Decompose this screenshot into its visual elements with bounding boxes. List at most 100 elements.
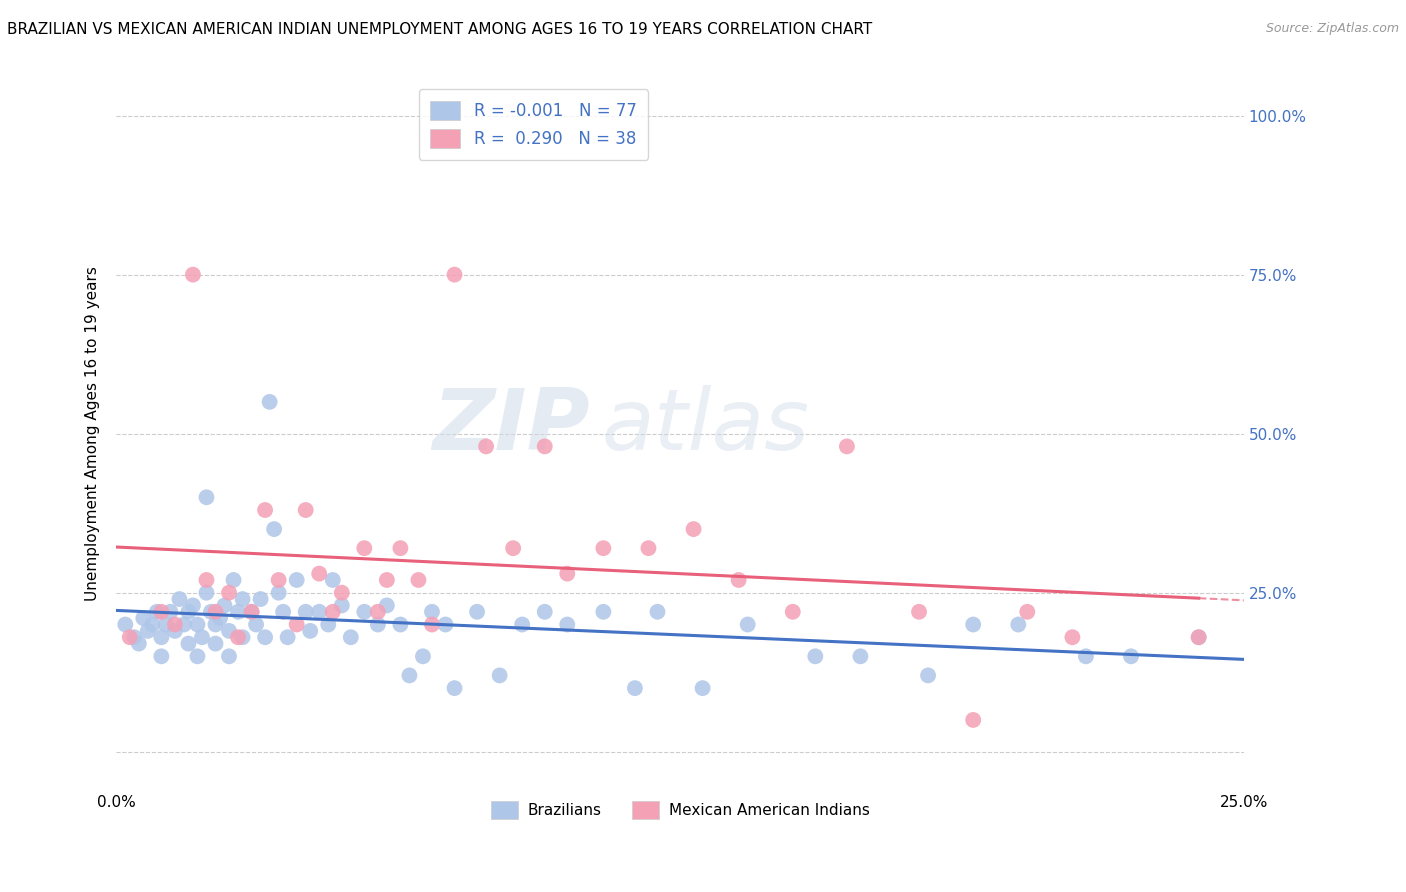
Point bbox=[330, 585, 353, 599]
Point bbox=[173, 617, 195, 632]
Point bbox=[267, 573, 290, 587]
Point bbox=[124, 630, 146, 644]
Point bbox=[294, 605, 316, 619]
Legend: Brazilians, Mexican American Indians: Brazilians, Mexican American Indians bbox=[485, 795, 876, 825]
Point bbox=[159, 605, 181, 619]
Point bbox=[271, 605, 294, 619]
Point bbox=[294, 503, 316, 517]
Point bbox=[299, 624, 322, 638]
Point bbox=[259, 395, 281, 409]
Point bbox=[465, 605, 488, 619]
Point bbox=[367, 605, 389, 619]
Point bbox=[263, 522, 285, 536]
Point bbox=[285, 617, 308, 632]
Point bbox=[267, 585, 290, 599]
Point bbox=[214, 599, 236, 613]
Point bbox=[647, 605, 669, 619]
Point bbox=[1119, 649, 1142, 664]
Point bbox=[1007, 617, 1029, 632]
Point bbox=[420, 617, 443, 632]
Point bbox=[186, 617, 208, 632]
Point bbox=[782, 605, 804, 619]
Point bbox=[114, 617, 136, 632]
Point bbox=[592, 541, 614, 556]
Point bbox=[375, 573, 398, 587]
Point bbox=[132, 611, 155, 625]
Point bbox=[1074, 649, 1097, 664]
Point bbox=[150, 649, 173, 664]
Point bbox=[308, 566, 330, 581]
Point bbox=[240, 605, 263, 619]
Point bbox=[226, 605, 249, 619]
Point bbox=[502, 541, 524, 556]
Point bbox=[186, 649, 208, 664]
Point bbox=[353, 605, 375, 619]
Point bbox=[285, 573, 308, 587]
Point bbox=[177, 605, 200, 619]
Point bbox=[195, 573, 218, 587]
Point bbox=[533, 439, 555, 453]
Point bbox=[146, 605, 169, 619]
Point bbox=[218, 624, 240, 638]
Point bbox=[200, 605, 222, 619]
Point bbox=[434, 617, 457, 632]
Point bbox=[849, 649, 872, 664]
Point bbox=[218, 649, 240, 664]
Text: ZIP: ZIP bbox=[432, 385, 591, 468]
Point bbox=[1017, 605, 1039, 619]
Point bbox=[682, 522, 704, 536]
Point bbox=[804, 649, 827, 664]
Point bbox=[1188, 630, 1211, 644]
Point bbox=[488, 668, 510, 682]
Point bbox=[118, 630, 141, 644]
Text: BRAZILIAN VS MEXICAN AMERICAN INDIAN UNEMPLOYMENT AMONG AGES 16 TO 19 YEARS CORR: BRAZILIAN VS MEXICAN AMERICAN INDIAN UNE… bbox=[7, 22, 872, 37]
Point bbox=[204, 605, 226, 619]
Point bbox=[181, 599, 204, 613]
Point bbox=[245, 617, 267, 632]
Point bbox=[322, 573, 344, 587]
Point bbox=[150, 630, 173, 644]
Point bbox=[375, 599, 398, 613]
Point bbox=[155, 617, 177, 632]
Point bbox=[624, 681, 647, 695]
Point bbox=[917, 668, 939, 682]
Point bbox=[277, 630, 299, 644]
Point bbox=[316, 617, 339, 632]
Point bbox=[412, 649, 434, 664]
Point bbox=[962, 713, 984, 727]
Point bbox=[353, 541, 375, 556]
Y-axis label: Unemployment Among Ages 16 to 19 years: Unemployment Among Ages 16 to 19 years bbox=[86, 266, 100, 601]
Point bbox=[204, 617, 226, 632]
Point bbox=[191, 630, 214, 644]
Point bbox=[475, 439, 498, 453]
Text: Source: ZipAtlas.com: Source: ZipAtlas.com bbox=[1265, 22, 1399, 36]
Point bbox=[443, 268, 465, 282]
Point bbox=[555, 617, 578, 632]
Point bbox=[367, 617, 389, 632]
Point bbox=[339, 630, 361, 644]
Point bbox=[218, 585, 240, 599]
Point bbox=[389, 541, 412, 556]
Point bbox=[637, 541, 659, 556]
Point bbox=[555, 566, 578, 581]
Point bbox=[408, 573, 430, 587]
Point bbox=[737, 617, 759, 632]
Point bbox=[1062, 630, 1084, 644]
Point bbox=[398, 668, 420, 682]
Point bbox=[232, 592, 254, 607]
Point bbox=[727, 573, 749, 587]
Point bbox=[322, 605, 344, 619]
Point bbox=[150, 605, 173, 619]
Point bbox=[177, 637, 200, 651]
Point bbox=[1188, 630, 1211, 644]
Point bbox=[204, 637, 226, 651]
Point bbox=[195, 490, 218, 504]
Point bbox=[443, 681, 465, 695]
Point bbox=[169, 592, 191, 607]
Point bbox=[908, 605, 931, 619]
Point bbox=[163, 624, 186, 638]
Point bbox=[240, 605, 263, 619]
Point bbox=[222, 573, 245, 587]
Point bbox=[141, 617, 163, 632]
Point bbox=[254, 630, 277, 644]
